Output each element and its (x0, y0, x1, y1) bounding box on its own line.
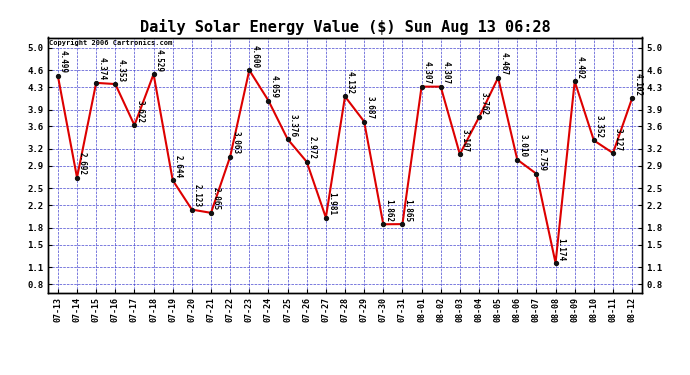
Text: 1.862: 1.862 (384, 199, 393, 222)
Text: 3.127: 3.127 (614, 128, 623, 151)
Text: 4.467: 4.467 (499, 52, 508, 75)
Text: 2.972: 2.972 (308, 136, 317, 159)
Text: 3.010: 3.010 (518, 134, 527, 158)
Text: 3.107: 3.107 (461, 129, 470, 152)
Text: 3.376: 3.376 (288, 114, 297, 137)
Text: 1.981: 1.981 (327, 192, 336, 215)
Text: 3.762: 3.762 (480, 92, 489, 115)
Text: 3.063: 3.063 (231, 131, 240, 154)
Text: 4.307: 4.307 (442, 61, 451, 84)
Text: 2.644: 2.644 (174, 155, 183, 178)
Text: 1.865: 1.865 (404, 199, 413, 222)
Title: Daily Solar Energy Value ($) Sun Aug 13 06:28: Daily Solar Energy Value ($) Sun Aug 13 … (139, 19, 551, 35)
Text: 4.102: 4.102 (633, 73, 642, 96)
Text: 3.687: 3.687 (365, 96, 374, 119)
Text: 2.065: 2.065 (212, 188, 221, 211)
Text: 4.353: 4.353 (116, 58, 126, 82)
Text: 4.529: 4.529 (155, 49, 164, 72)
Text: 4.600: 4.600 (250, 45, 259, 68)
Text: 4.132: 4.132 (346, 71, 355, 94)
Text: 4.374: 4.374 (97, 57, 106, 81)
Text: 4.402: 4.402 (575, 56, 584, 79)
Text: 4.499: 4.499 (59, 51, 68, 74)
Text: 2.759: 2.759 (538, 148, 546, 171)
Text: Copyright 2006 Cartronics.com: Copyright 2006 Cartronics.com (50, 39, 172, 46)
Text: 2.692: 2.692 (78, 152, 87, 175)
Text: 3.352: 3.352 (595, 115, 604, 138)
Text: 4.059: 4.059 (269, 75, 278, 98)
Text: 1.174: 1.174 (557, 238, 566, 261)
Text: 2.123: 2.123 (193, 184, 201, 207)
Text: 3.622: 3.622 (135, 100, 144, 123)
Text: 4.307: 4.307 (422, 61, 431, 84)
